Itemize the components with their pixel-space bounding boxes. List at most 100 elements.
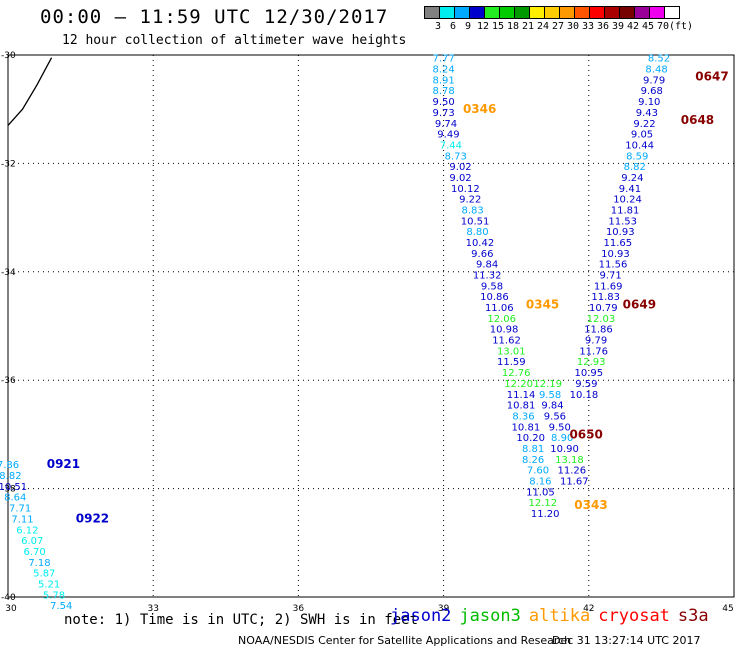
pass-time-label: 0343 [574, 498, 607, 512]
wave-height-value: 11.81 [611, 205, 640, 216]
wave-height-value: 9.10 [638, 97, 660, 108]
wave-height-value: 6.07 [21, 536, 43, 547]
y-tick-label: -38 [1, 485, 16, 495]
pass-time-label: 0345 [526, 297, 559, 311]
legend-label: (ft) [669, 21, 694, 32]
pass-time-label: 0648 [681, 113, 714, 127]
wave-height-value: 10.42 [466, 238, 495, 249]
wave-height-value: 8.48 [645, 65, 667, 76]
wave-height-value: 9.05 [631, 130, 653, 141]
wave-height-value: 12.19 [533, 379, 562, 390]
legend-swatch [664, 6, 680, 19]
wave-height-value: 12.76 [502, 368, 531, 379]
wave-height-value: 9.58 [481, 281, 503, 292]
wave-height-value: 11.32 [473, 271, 502, 282]
y-tick-label: -30 [1, 51, 16, 61]
legend-swatch [529, 6, 545, 19]
wave-height-value: 9.79 [585, 336, 607, 347]
wave-height-value: 8.36 [512, 411, 534, 422]
wave-height-value: 9.41 [619, 184, 641, 195]
x-tick-label: 30 [5, 604, 17, 614]
wave-height-value: 7.77 [432, 54, 454, 65]
wave-height-value: 12.12 [528, 498, 557, 509]
wave-height-value: 9.22 [459, 195, 481, 206]
x-tick-label: 39 [438, 604, 450, 614]
wave-height-value: 10.98 [490, 325, 519, 336]
wave-height-value: 9.74 [435, 119, 457, 130]
wave-height-value: 9.68 [641, 86, 663, 97]
legend-labels: 3 6 9 12 15 18 21 24 27 30 33 36 39 42 45 70 (ft) [424, 19, 693, 33]
generated-timestamp: Dec 31 13:27:14 UTC 2017 [552, 634, 701, 647]
wave-height-value: 8.78 [432, 86, 454, 97]
wave-height-value: 5.21 [38, 579, 60, 590]
wave-height-value: 5.78 [43, 590, 65, 601]
legend-label: 30 [566, 21, 580, 32]
wave-height-value: 12.03 [587, 314, 616, 325]
pass-time-label: 0650 [569, 427, 602, 441]
wave-height-value: 10.86 [480, 292, 509, 303]
x-tick-label: 36 [293, 604, 305, 614]
legend-swatch [514, 6, 530, 19]
legend-swatch [619, 6, 635, 19]
legend-swatch [649, 6, 665, 19]
wave-height-value: 9.84 [476, 260, 498, 271]
legend-swatch [439, 6, 455, 19]
footer-note: note: 1) Time is in UTC; 2) SWH is in fe… [64, 612, 419, 628]
wave-height-value: 11.05 [526, 487, 555, 498]
wave-height-value: 11.69 [594, 281, 623, 292]
satellite-name: cryosat [598, 606, 670, 626]
wave-height-value: 11.06 [485, 303, 514, 314]
wave-height-value: 9.79 [643, 75, 665, 86]
wave-height-value: 7.54 [50, 601, 72, 612]
credit-line: NOAA/NESDIS Center for Satellite Applica… [238, 634, 572, 647]
legend-label: 6 [449, 21, 457, 32]
wave-height-value: 10.81 [507, 401, 536, 412]
wave-height-value: 8.26 [522, 455, 544, 466]
wave-height-value: 7.71 [9, 504, 31, 515]
wave-height-value: 9.71 [599, 271, 621, 282]
wave-height-value: 9.58 [539, 390, 561, 401]
satellite-name: jason3 [459, 606, 521, 626]
x-tick-label: 33 [147, 604, 158, 614]
wave-height-value: 9.02 [449, 173, 471, 184]
legend-label: 39 [611, 21, 625, 32]
wave-height-value: 10.81 [512, 422, 541, 433]
wave-height-value: 13.01 [497, 346, 526, 357]
wave-height-value: 9.50 [432, 97, 454, 108]
wave-height-value: 11.14 [507, 390, 536, 401]
x-tick-label: 42 [583, 604, 594, 614]
legend-swatch [484, 6, 500, 19]
chart-title: 00:00 – 11:59 UTC 12/30/2017 [40, 6, 389, 28]
wave-height-value: 7.11 [11, 514, 33, 525]
legend-swatch [469, 6, 485, 19]
wave-height-value: 6.70 [23, 547, 45, 558]
legend-label: 15 [491, 21, 505, 32]
wave-height-value: 10.90 [550, 444, 579, 455]
legend-swatch [559, 6, 575, 19]
wave-height-value: 9.02 [449, 162, 471, 173]
wave-height-value: 5.87 [33, 569, 55, 580]
wave-height-value: 9.59 [575, 379, 597, 390]
wave-height-value: 10.95 [574, 368, 603, 379]
legend-label: 3 [434, 21, 442, 32]
wave-height-value: 10.93 [606, 227, 635, 238]
pass-time-label: 0922 [76, 511, 109, 525]
wave-height-value: 9.22 [633, 119, 655, 130]
legend-swatch [604, 6, 620, 19]
legend-swatches [424, 6, 680, 19]
wave-height-value: 8.90 [551, 433, 573, 444]
wave-height-value: 8.16 [529, 476, 551, 487]
wave-height-value: 7.60 [527, 466, 549, 477]
y-tick-label: -40 [1, 593, 16, 603]
wave-height-value: 12.06 [487, 314, 516, 325]
wave-height-value: 10.20 [516, 433, 545, 444]
wave-height-value: 9.73 [432, 108, 454, 119]
legend-swatch [454, 6, 470, 19]
wave-height-value: 11.59 [497, 357, 526, 368]
wave-height-value: 11.65 [604, 238, 633, 249]
legend-swatch [634, 6, 650, 19]
wave-height-value: 11.67 [560, 476, 589, 487]
pass-time-label: 0647 [695, 70, 728, 84]
wave-height-value: 9.24 [621, 173, 643, 184]
